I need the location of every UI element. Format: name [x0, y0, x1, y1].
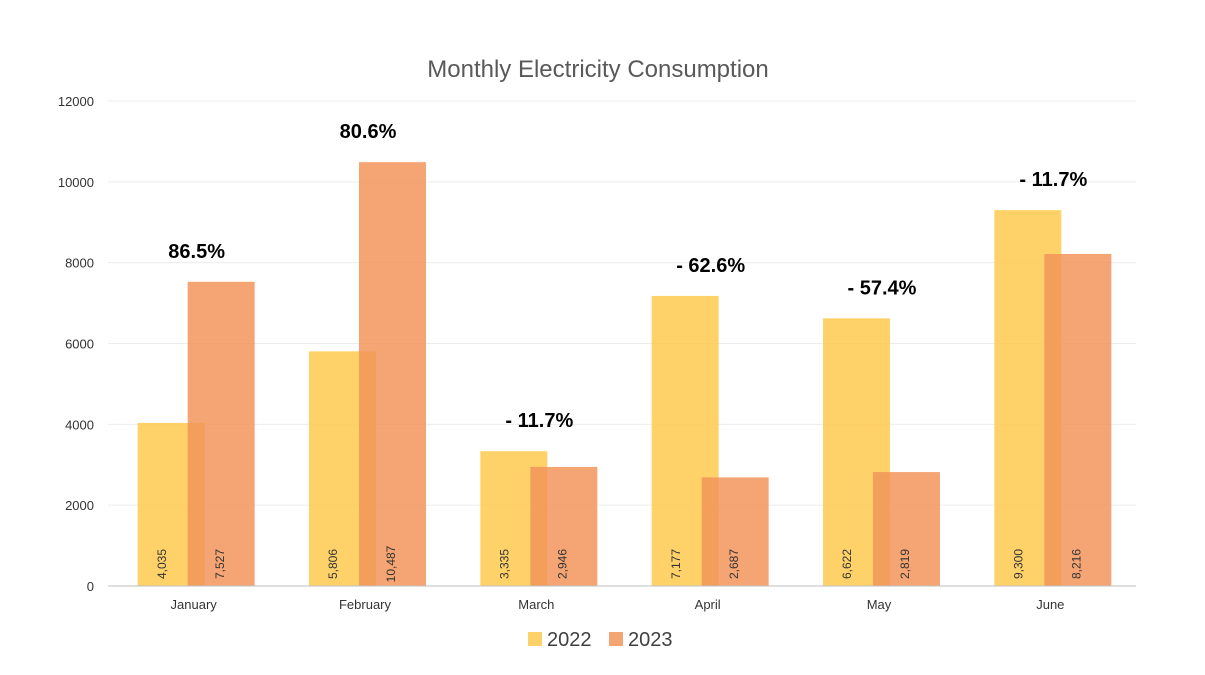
y-tick-label: 12000: [58, 94, 94, 109]
y-tick-label: 4000: [65, 417, 94, 432]
bar-2023-january: [187, 281, 255, 586]
x-tick-label: March: [518, 597, 554, 612]
legend-swatch-2023: [609, 632, 623, 646]
gridlines: [108, 100, 1136, 506]
data-label: 9,300: [1012, 549, 1026, 579]
y-tick-label: 0: [87, 579, 94, 594]
data-label: 4,035: [155, 549, 169, 579]
change-annotation: - 11.7%: [1019, 169, 1087, 191]
y-tick-label: 10000: [58, 175, 94, 190]
data-label: 7,527: [213, 549, 227, 579]
data-label: 2,687: [727, 549, 741, 579]
data-label: 8,216: [1070, 549, 1084, 579]
bar-2023-february: [359, 162, 426, 586]
x-tick-label: February: [339, 597, 392, 612]
bar-2023-march: [530, 466, 598, 586]
legend: 2022 2023: [528, 629, 673, 651]
legend-swatch-2022: [528, 632, 542, 646]
data-label: 3,335: [498, 549, 512, 579]
data-label: 2,819: [898, 549, 912, 579]
x-tick-label: January: [171, 597, 218, 612]
bar-2023-april: [701, 477, 769, 586]
legend-label-2022: 2022: [547, 629, 592, 651]
chart-title: Monthly Electricity Consumption: [427, 56, 768, 83]
data-label: 6,622: [840, 549, 854, 579]
x-tick-label: April: [695, 597, 721, 612]
data-label: 2,946: [556, 549, 570, 579]
change-annotations: 86.5% 80.6% - 11.7% - 62.6% - 57.4% - 11.7%: [168, 121, 1087, 432]
y-axis: 0 2000 4000 6000 8000 10000 12000: [58, 94, 94, 594]
change-annotation: - 62.6%: [676, 255, 745, 277]
y-tick-label: 2000: [65, 498, 94, 513]
change-annotation: 80.6%: [340, 121, 397, 143]
x-tick-label: June: [1036, 597, 1064, 612]
data-label: 10,487: [384, 545, 398, 582]
change-annotation: - 57.4%: [848, 277, 917, 299]
y-tick-label: 8000: [65, 256, 94, 271]
legend-label-2023: 2023: [628, 629, 673, 651]
change-annotation: - 11.7%: [505, 410, 573, 432]
x-axis: January February March April May June: [108, 585, 1136, 612]
x-tick-label: May: [867, 597, 892, 612]
bar-2023-june: [1044, 253, 1112, 587]
y-tick-label: 6000: [65, 337, 94, 352]
data-label: 7,177: [669, 549, 683, 579]
bar-2023-may: [873, 472, 940, 586]
change-annotation: 86.5%: [168, 241, 225, 263]
data-label: 5,806: [326, 549, 340, 579]
bars: 4,035 7,527 5,806 10,487 3,335 2,946 7,177 2,68…: [137, 162, 1112, 587]
